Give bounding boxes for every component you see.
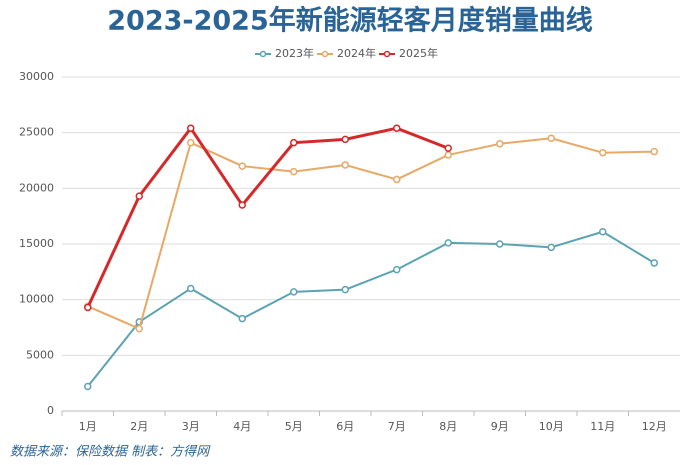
legend-label: 2024年 [337, 46, 376, 60]
point [650, 147, 658, 156]
point [547, 134, 555, 142]
point [393, 124, 401, 132]
x-tick-label: 2月 [130, 420, 148, 433]
x-tick-label: 12月 [642, 420, 667, 433]
point [650, 259, 658, 267]
series-line [86, 230, 655, 388]
point [290, 167, 298, 176]
footer: 数据来源：保险数据 制表：方得网 [10, 444, 211, 460]
x-tick-label: 8月 [439, 420, 457, 433]
y-tick-label: 5000 [26, 348, 54, 361]
point [599, 148, 607, 157]
point [84, 382, 92, 391]
point [496, 140, 504, 148]
point [393, 265, 401, 274]
point [341, 135, 349, 144]
point [290, 288, 298, 296]
legend-label: 2025年 [399, 46, 438, 60]
x-tick-label: 5月 [285, 420, 303, 433]
point [135, 324, 143, 333]
x-tick-label: 4月 [233, 420, 251, 433]
y-tick-label: 20000 [19, 181, 54, 194]
point [290, 138, 298, 147]
y-tick-label: 0 [47, 404, 54, 417]
point [341, 161, 349, 169]
series-line [86, 126, 449, 309]
x-tick-label: 10月 [539, 420, 564, 433]
chart-title: 2023-2025年新能源轻客月度销量曲线 [107, 5, 593, 37]
legend-label: 2023年 [275, 46, 314, 60]
point [393, 175, 401, 184]
point [599, 228, 607, 236]
legend-marker [321, 50, 329, 58]
x-tick-label: 9月 [491, 420, 509, 433]
point [238, 162, 246, 170]
point [238, 314, 246, 323]
point [187, 124, 195, 132]
x-tick-label: 6月 [336, 420, 354, 433]
point [444, 239, 452, 247]
x-tick-label: 7月 [388, 420, 406, 433]
x-tick-label: 3月 [182, 420, 200, 433]
point [444, 151, 452, 159]
point [187, 138, 195, 147]
series-line [87, 137, 655, 330]
point [444, 144, 452, 153]
point [187, 284, 195, 293]
y-tick-label: 15000 [19, 237, 54, 250]
y-tick-label: 25000 [19, 126, 54, 139]
point [341, 285, 349, 294]
point [135, 192, 143, 200]
point [547, 243, 555, 252]
x-tick-label: 11月 [590, 420, 615, 433]
legend-marker [259, 50, 267, 58]
legend-marker [383, 50, 391, 58]
point [238, 201, 246, 209]
y-tick-label: 30000 [19, 70, 54, 83]
point [84, 303, 92, 312]
y-tick-label: 10000 [19, 293, 54, 306]
x-tick-label: 1月 [79, 420, 97, 433]
point [496, 240, 504, 248]
